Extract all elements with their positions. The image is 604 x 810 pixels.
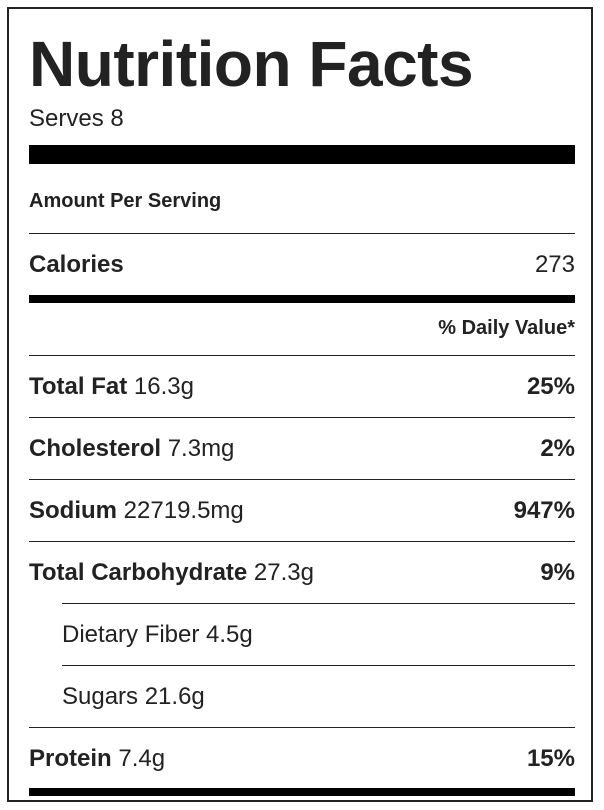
thick-divider (29, 145, 575, 164)
nutrient-text: Total Fat 16.3g (29, 373, 194, 401)
nutrition-label: Nutrition Facts Serves 8 Amount Per Serv… (7, 7, 593, 802)
nutrient-row-protein: Protein 7.4g 15% (29, 743, 575, 775)
nutrient-amount: 27.3g (253, 559, 314, 586)
nutrient-text: Total Carbohydrate 27.3g (29, 559, 314, 587)
calories-row: Calories 273 (29, 249, 575, 281)
sub-nutrient-row-dietary-fiber: Dietary Fiber 4.5g (62, 619, 575, 651)
nutrient-name: Protein (29, 745, 112, 772)
nutrient-amount: 7.3mg (167, 435, 235, 462)
nutrient-daily-value: 25% (526, 373, 575, 400)
nutrient-row-total-fat: Total Fat 16.3g 25% (29, 371, 575, 403)
sub-nutrient-text: Sugars 21.6g (62, 683, 205, 710)
sub-nutrient-row-sugars: Sugars 21.6g (62, 681, 575, 713)
nutrient-row-total-carbohydrate: Total Carbohydrate 27.3g 9% (29, 557, 575, 589)
indented-divider (62, 665, 575, 666)
nutrient-name: Sodium (29, 497, 117, 524)
divider (29, 479, 575, 480)
nutrient-name: Cholesterol (29, 435, 162, 462)
nutrient-daily-value: 947% (513, 497, 575, 524)
nutrient-name: Total Fat (29, 373, 128, 400)
divider (29, 233, 575, 234)
nutrient-amount: 7.4g (118, 745, 166, 772)
nutrient-row-sodium: Sodium 22719.5mg 947% (29, 495, 575, 527)
calories-label: Calories (29, 251, 124, 278)
bottom-divider (29, 788, 575, 796)
nutrient-row-cholesterol: Cholesterol 7.3mg 2% (29, 433, 575, 465)
nutrient-amount: 16.3g (133, 373, 194, 400)
nutrient-daily-value: 2% (540, 435, 575, 462)
indented-divider (62, 603, 575, 604)
divider (29, 541, 575, 542)
nutrient-text: Sodium 22719.5mg (29, 497, 244, 525)
amount-per-serving-heading: Amount Per Serving (29, 190, 222, 212)
divider (29, 727, 575, 728)
divider (29, 417, 575, 418)
calories-value: 273 (534, 251, 575, 278)
nutrient-daily-value: 9% (540, 559, 575, 586)
nutrient-amount: 22719.5mg (123, 497, 244, 524)
nutrient-text: Protein 7.4g (29, 745, 165, 773)
nutrient-name: Total Carbohydrate (29, 559, 248, 586)
sub-nutrient-text: Dietary Fiber 4.5g (62, 621, 253, 648)
servings-text: Serves 8 (29, 105, 124, 132)
nutrition-label-content: Nutrition Facts Serves 8 Amount Per Serv… (29, 9, 575, 800)
daily-value-header: % Daily Value* (438, 317, 575, 339)
label-title: Nutrition Facts (29, 28, 474, 100)
divider (29, 355, 575, 356)
nutrient-daily-value: 15% (526, 745, 575, 772)
medium-divider (29, 295, 575, 303)
nutrient-text: Cholesterol 7.3mg (29, 435, 234, 463)
